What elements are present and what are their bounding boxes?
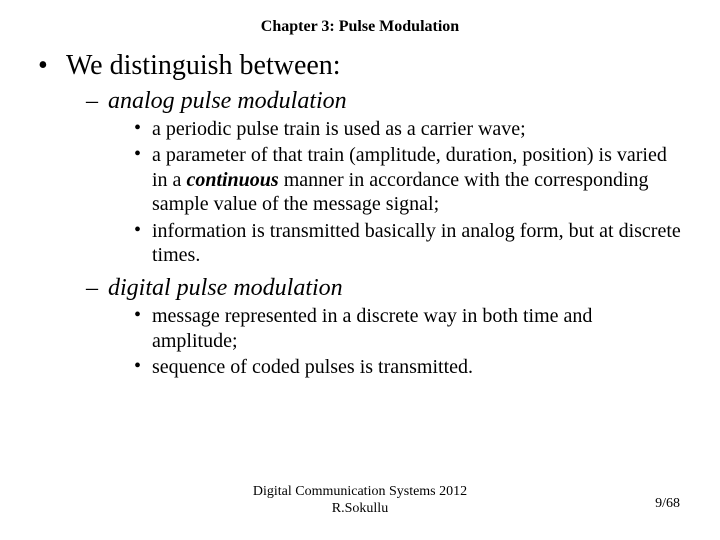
footer-center: Digital Communication Systems 2012 R.Sok… xyxy=(0,484,720,518)
bullet-level-2: – analog pulse modulation xyxy=(86,88,682,115)
footer-line-2: R.Sokullu xyxy=(0,501,720,518)
l3-text: sequence of coded pulses is transmitted. xyxy=(152,355,682,379)
l2-analog-title: analog pulse modulation xyxy=(108,88,682,115)
footer-line-1: Digital Communication Systems 2012 xyxy=(0,484,720,501)
chapter-header: Chapter 3: Pulse Modulation xyxy=(0,18,720,36)
l1-text: We distinguish between: xyxy=(66,50,682,82)
disc-bullet-icon: • xyxy=(134,117,152,140)
disc-bullet-icon: • xyxy=(134,143,152,166)
bullet-level-1: • We distinguish between: xyxy=(38,50,682,82)
bullet-level-2: – digital pulse modulation xyxy=(86,275,682,302)
bullet-level-3: • a parameter of that train (amplitude, … xyxy=(134,143,682,216)
l2-digital-title: digital pulse modulation xyxy=(108,275,682,302)
l3-text: a parameter of that train (amplitude, du… xyxy=(152,143,682,216)
slide-content: • We distinguish between: – analog pulse… xyxy=(38,50,682,382)
l3-text: information is transmitted basically in … xyxy=(152,219,682,268)
dash-bullet-icon: – xyxy=(86,88,108,115)
disc-bullet-icon: • xyxy=(38,50,66,82)
bullet-level-3: • information is transmitted basically i… xyxy=(134,219,682,268)
bullet-level-3: • a periodic pulse train is used as a ca… xyxy=(134,117,682,141)
l3-text: message represented in a discrete way in… xyxy=(152,304,682,353)
disc-bullet-icon: • xyxy=(134,355,152,378)
dash-bullet-icon: – xyxy=(86,275,108,302)
l3-text: a periodic pulse train is used as a carr… xyxy=(152,117,682,141)
disc-bullet-icon: • xyxy=(134,304,152,327)
slide: Chapter 3: Pulse Modulation • We disting… xyxy=(0,0,720,540)
page-number: 9/68 xyxy=(655,496,680,512)
bullet-level-3: • message represented in a discrete way … xyxy=(134,304,682,353)
l3-text-emphasis: continuous xyxy=(186,169,278,191)
bullet-level-3: • sequence of coded pulses is transmitte… xyxy=(134,355,682,379)
disc-bullet-icon: • xyxy=(134,219,152,242)
